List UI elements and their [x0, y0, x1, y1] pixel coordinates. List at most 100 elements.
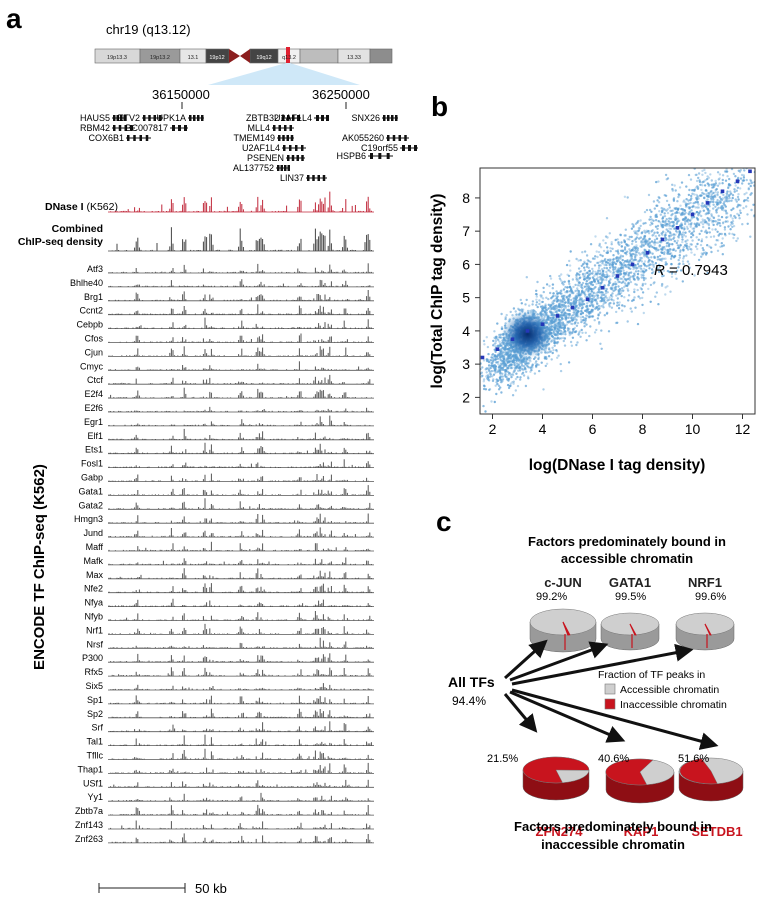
- gene-name: AL137752: [233, 163, 274, 173]
- track-label: Max: [86, 570, 104, 580]
- gene-exon: [145, 135, 149, 141]
- gene-exon: [184, 125, 187, 131]
- gene-exon: [124, 125, 127, 131]
- gene-exon: [301, 155, 304, 161]
- combined-track-label: Combined ChIP-seq density: [18, 223, 103, 248]
- gene-exon: [297, 115, 300, 121]
- gene: C19orf55: [361, 143, 418, 153]
- centromere: [229, 49, 250, 63]
- gene-exon: [278, 135, 281, 141]
- gene-exon: [280, 165, 283, 171]
- gene-exon: [291, 155, 295, 161]
- gene-exon: [113, 125, 116, 131]
- tf-track: [108, 473, 374, 482]
- tf-track: [108, 317, 374, 330]
- tf-track: [108, 667, 374, 677]
- gene-name: RBM42: [80, 123, 110, 133]
- gene-name: BC007817: [125, 123, 168, 133]
- track-label: Thap1: [77, 764, 103, 774]
- track-label: Mafk: [83, 556, 103, 566]
- track-label: Znf263: [75, 834, 103, 844]
- scale-bar: 50 kb: [98, 881, 227, 896]
- band-label: 19p12: [209, 55, 224, 61]
- dnase-track: [108, 191, 374, 213]
- gene: SNX26: [351, 113, 398, 123]
- dnase-cell-label: (K562): [86, 201, 118, 213]
- track-label: Nfyb: [84, 612, 103, 622]
- chrom-band: [299, 48, 339, 64]
- gene-exon: [392, 135, 396, 141]
- coordinate-axis: 36150000 36250000: [152, 87, 370, 109]
- scatter-point: [733, 233, 736, 236]
- track-label: USf1: [83, 778, 103, 788]
- scatter-point: [690, 209, 693, 212]
- track-label: Atf3: [87, 264, 103, 274]
- gene-exon: [316, 115, 319, 121]
- gene-exon: [278, 125, 281, 131]
- track-label: P300: [82, 653, 103, 663]
- gene-exon: [301, 145, 304, 151]
- gene-exon: [292, 115, 295, 121]
- scatter-point: [687, 193, 691, 197]
- region-highlight: [286, 47, 290, 65]
- dnase-signal: [108, 191, 374, 213]
- gene-exon: [284, 165, 287, 171]
- track-label: Yy1: [87, 792, 103, 802]
- tf-track: [108, 708, 374, 719]
- tf-track: [108, 513, 374, 524]
- track-label: Cjun: [84, 347, 103, 357]
- tf-track: [108, 428, 374, 441]
- gene-exon: [193, 115, 196, 121]
- track-label: Jund: [83, 528, 103, 538]
- chrom-band: [369, 48, 393, 64]
- track-label: Ets1: [85, 445, 103, 455]
- gene-exon: [326, 115, 329, 121]
- tf-track: [108, 583, 374, 594]
- gene-name: AK055260: [342, 133, 384, 143]
- track-label: E2f4: [84, 389, 103, 399]
- scatter-point: [642, 278, 646, 282]
- tf-track: [108, 527, 374, 538]
- gene-exon: [113, 115, 116, 121]
- scatter-point: [561, 332, 565, 336]
- track-label: Sp2: [87, 709, 103, 719]
- tf-track: [108, 485, 374, 496]
- panel-a-letter: a: [6, 3, 22, 34]
- scatter-point: [685, 185, 688, 188]
- track-label: Sp1: [87, 695, 103, 705]
- scatter-point: [685, 198, 688, 201]
- tf-track-list: Atf3 Bhlhe40 Brg1 Ccnt2 Cebpb Cfos Cjun Cmyc Ctc…: [70, 263, 374, 844]
- gene-exon: [282, 135, 285, 141]
- tf-track: [108, 415, 374, 427]
- gene-name: ETV2: [117, 113, 140, 123]
- tf-track: [108, 346, 374, 357]
- gene-exon: [172, 125, 175, 131]
- track-label: Ctcf: [87, 375, 104, 385]
- band-label: 19p13.3: [107, 55, 127, 61]
- gene-exon: [133, 135, 136, 141]
- dnase-track-label: DNase I (K562): [45, 201, 118, 213]
- gene-name: LIN37: [280, 173, 304, 183]
- gene-exon: [295, 145, 298, 151]
- gene-exon: [143, 115, 146, 121]
- gene-exon: [153, 115, 156, 121]
- tf-track: [108, 695, 374, 705]
- gene-name: TMEM149: [233, 133, 275, 143]
- gene: UPK1A: [156, 113, 204, 123]
- tf-track: [108, 304, 374, 316]
- gene-name: UPK1A: [156, 113, 186, 123]
- scatter-point: [658, 196, 661, 200]
- track-label: Gata1: [78, 486, 103, 496]
- tf-track: [108, 279, 374, 288]
- scatter-point: [530, 368, 533, 372]
- gene-name: HAUS5: [80, 113, 110, 123]
- scatter-point: [597, 297, 600, 300]
- scatter-point: [634, 306, 637, 309]
- gene-exon: [395, 115, 398, 121]
- gene-exon: [408, 145, 411, 151]
- gene-exon: [130, 125, 133, 131]
- gene-exon: [289, 125, 292, 131]
- track-label: Elf1: [87, 431, 103, 441]
- gene-exon: [378, 153, 382, 159]
